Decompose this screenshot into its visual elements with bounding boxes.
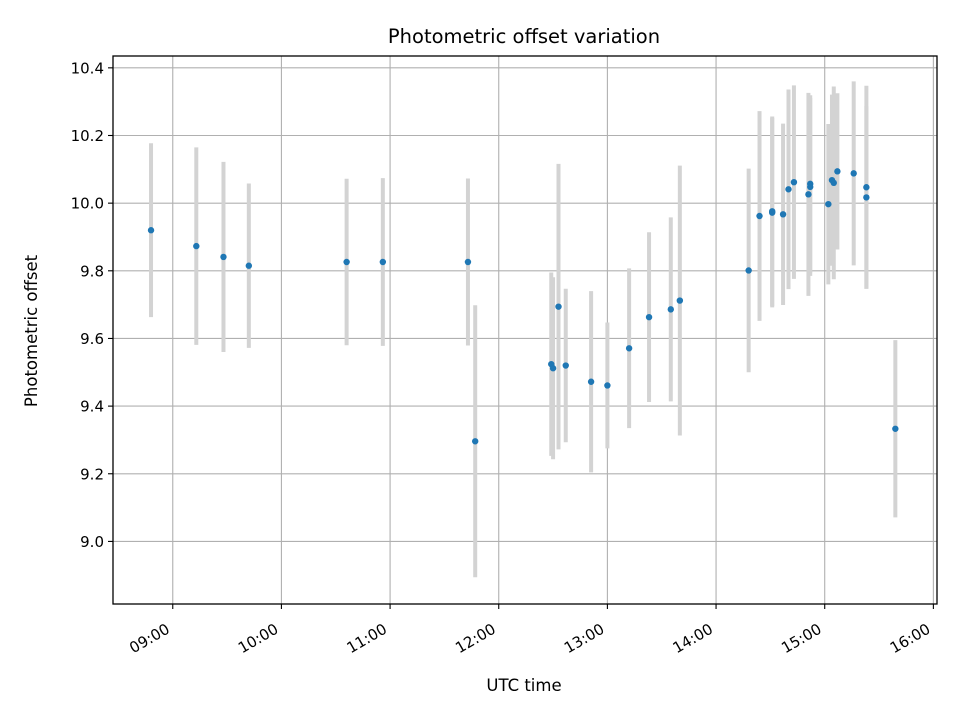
y-tick-label: 9.2 (80, 465, 104, 483)
data-point (863, 194, 870, 201)
data-point (193, 242, 200, 250)
data-point (805, 191, 812, 198)
y-tick-label: 10.0 (71, 195, 104, 213)
data-point (756, 212, 763, 220)
data-point (830, 179, 837, 187)
data-point (892, 425, 899, 432)
data-point (807, 183, 814, 191)
data-point (645, 313, 653, 321)
x-axis-label: UTC time (486, 676, 561, 695)
data-point (850, 170, 857, 177)
y-tick-label: 9.0 (80, 533, 104, 551)
data-point (379, 258, 387, 266)
chart-title: Photometric offset variation (388, 25, 660, 48)
data-point (790, 178, 798, 186)
data-point (343, 258, 350, 266)
data-point (834, 168, 841, 175)
data-point (863, 184, 870, 191)
y-tick-label: 10.2 (71, 127, 104, 145)
data-point (471, 438, 479, 445)
data-point (625, 345, 633, 352)
plot-frame (112, 55, 938, 605)
data-point (555, 303, 562, 310)
data-point (562, 362, 569, 369)
data-point (220, 253, 227, 261)
data-point (604, 382, 611, 389)
data-point (779, 211, 787, 218)
data-points (147, 168, 899, 445)
data-point (745, 267, 752, 274)
data-point (464, 258, 472, 266)
data-point (676, 297, 684, 304)
y-axis-label: Photometric offset (22, 254, 41, 407)
data-point (147, 227, 155, 234)
y-tick-label: 9.4 (80, 398, 104, 416)
data-point (769, 209, 776, 216)
y-axis-ticks: 9.0 9.2 9.4 9.6 9.8 10.0 10.2 10.4 (71, 59, 113, 551)
data-point (587, 378, 595, 385)
y-tick-label: 10.4 (71, 59, 104, 77)
data-point (245, 262, 253, 269)
data-point (785, 186, 792, 193)
y-tick-label: 9.6 (80, 330, 104, 348)
data-point (549, 365, 557, 372)
data-point (667, 306, 674, 313)
data-point (825, 200, 832, 208)
y-tick-label: 9.8 (80, 262, 104, 280)
